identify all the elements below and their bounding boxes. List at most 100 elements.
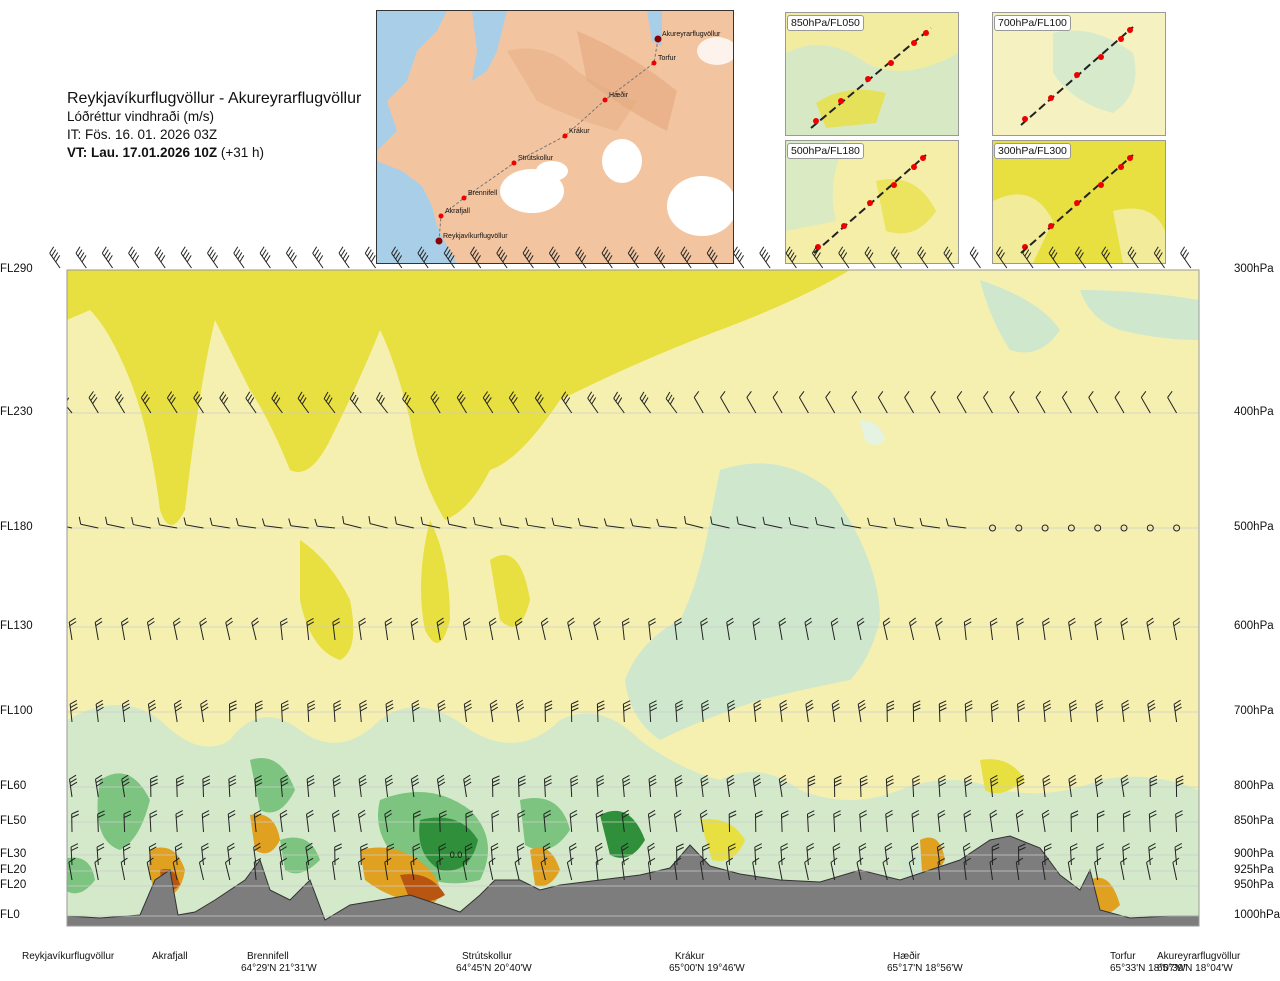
wind-barb: [726, 774, 735, 798]
wind-barb: [912, 775, 921, 798]
thumbnail-850hpa[interactable]: 850hPa/FL050: [785, 12, 959, 136]
waypoint-label: Hæðir 65°17'N 18°56'W: [887, 951, 963, 975]
wind-barb: [649, 700, 658, 723]
waypoint-coord: 65°33'N 18°07'W: [1110, 963, 1186, 974]
wind-barb: [551, 517, 572, 529]
wind-barb: [224, 857, 232, 881]
wind-barb: [95, 699, 104, 723]
wind-barb: [1068, 774, 1077, 798]
wind-barb: [202, 775, 211, 798]
wind-barb: [674, 774, 683, 798]
wind-barb: [198, 857, 206, 881]
wind-barb: [1149, 775, 1158, 798]
wind-barb: [1074, 246, 1087, 269]
wind-barb: [908, 857, 916, 881]
wind-barb: [254, 700, 263, 723]
wind-barb: [342, 516, 362, 529]
wind-barb: [945, 518, 967, 529]
wind-barb: [570, 775, 579, 798]
thumbnail-500hpa[interactable]: 500hPa/FL180: [785, 140, 959, 264]
wind-barb: [1148, 843, 1156, 866]
thumbnail-700hpa[interactable]: 700hPa/FL100: [992, 12, 1166, 136]
wind-barb: [121, 774, 130, 798]
wind-barb: [648, 617, 656, 641]
wind-barb: [436, 617, 445, 641]
wind-barb: [123, 810, 132, 833]
route-map: Akureyrarflugvöllur Torfur Hæðir Krákur Strú…: [376, 10, 734, 264]
top-wind-barbs: [49, 246, 1192, 269]
wind-barb: [251, 617, 259, 641]
wind-barb: [990, 774, 999, 798]
map-waypoint-label: Hæðir: [609, 91, 629, 99]
wind-barb: [603, 518, 625, 529]
pressure-level-label: 300hPa: [1234, 263, 1274, 275]
wind-barb: [105, 516, 125, 529]
wind-barb: [525, 517, 546, 529]
wind-barb: [1016, 617, 1024, 641]
thumbnail-300hpa[interactable]: 300hPa/FL300: [992, 140, 1166, 264]
wind-barb: [121, 699, 131, 723]
wind-barb: [856, 617, 865, 641]
wind-barb: [674, 617, 682, 641]
wind-barb: [886, 700, 895, 723]
wind-barb: [514, 617, 523, 641]
wind-barb: [825, 391, 836, 414]
wind-barb: [700, 774, 709, 798]
wind-barb: [752, 857, 760, 881]
wind-barb: [753, 699, 762, 723]
wind-barb: [443, 246, 455, 269]
wind-barb: [1114, 391, 1125, 414]
wind-barb: [630, 518, 651, 529]
plot-frame: [66, 269, 1200, 927]
wind-barb: [593, 617, 601, 641]
wind-barb: [456, 391, 467, 414]
wind-barb: [384, 809, 393, 833]
wind-barbs: [67, 391, 1184, 881]
issue-time: IT: Fös. 16. 01. 2026 03Z: [67, 127, 218, 142]
title-block: Reykjavíkurflugvöllur - Akureyrarflugvöl…: [67, 90, 361, 162]
wind-barb: [209, 517, 230, 529]
waypoint-name: Strútskollur: [462, 951, 513, 962]
wind-barb: [964, 775, 973, 798]
wind-barb: [359, 700, 368, 723]
wind-barb: [391, 246, 403, 269]
wind-barb: [307, 700, 316, 723]
wind-barb: [227, 810, 236, 833]
wind-barb: [49, 246, 61, 269]
wind-barb: [543, 775, 552, 798]
wind-barb: [357, 857, 366, 881]
wind-barb: [814, 517, 835, 529]
map-waypoint-marker: [511, 160, 517, 166]
wind-barb: [1069, 699, 1078, 723]
wind-barb: [462, 617, 471, 641]
thumbnail-500hpa-map: [786, 141, 958, 263]
wind-barb: [147, 699, 157, 723]
wind-barb: [338, 246, 350, 269]
wind-barb: [772, 391, 783, 414]
wind-barb: [515, 699, 525, 723]
pressure-level-label: 600hPa: [1234, 620, 1274, 632]
wind-barb: [806, 843, 815, 866]
wind-barb: [1175, 775, 1184, 798]
flight-level-label: FL100: [0, 705, 33, 717]
wind-barb: [1009, 391, 1020, 414]
wind-barb: [570, 700, 579, 723]
wind-barb: [937, 809, 946, 833]
wind-barb: [1067, 857, 1075, 881]
wind-barb: [253, 857, 262, 881]
wind-barb: [420, 516, 441, 529]
wind-barb: [146, 857, 154, 881]
wind-barb: [172, 617, 181, 641]
wind-barb: [1070, 810, 1079, 833]
wind-barb: [622, 775, 631, 798]
wind-barb: [1043, 700, 1052, 723]
wind-barb: [857, 699, 866, 723]
wind-barb: [180, 246, 192, 269]
wind-barb: [491, 810, 500, 833]
wind-barb: [496, 246, 508, 269]
flight-level-label: FL230: [0, 406, 33, 418]
wind-barb: [488, 857, 496, 881]
wind-barb: [219, 391, 231, 414]
wind-barb: [595, 857, 604, 881]
wind-barb: [122, 843, 131, 866]
